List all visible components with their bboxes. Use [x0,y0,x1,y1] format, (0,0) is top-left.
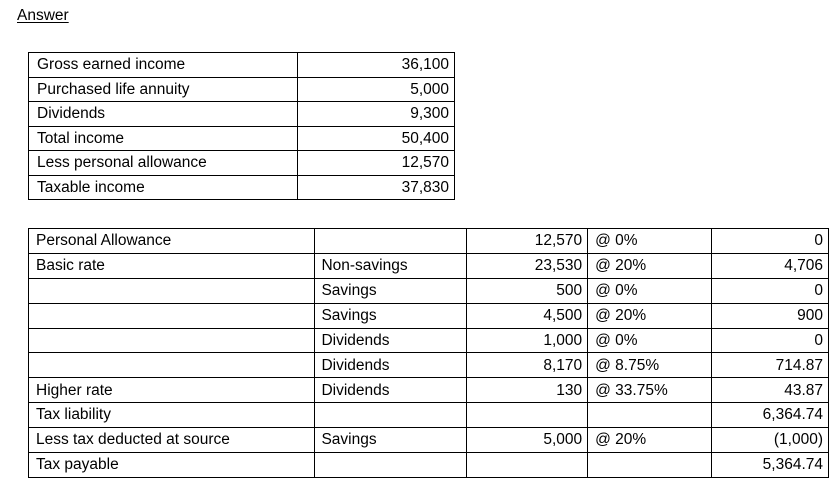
tax-row-amount: 23,530 [465,252,589,279]
tax-row-band: Personal Allowance [27,228,316,254]
tax-row-band: Tax payable [27,452,316,478]
tax-computation-table: Personal Allowance 12,570 @ 0% 0 Basic r… [27,228,829,478]
income-row-value: 36,100 [297,52,455,78]
tax-row-band: Less tax deducted at source [27,427,316,454]
tax-row: Less tax deducted at source Savings 5,00… [27,427,829,454]
income-row-label: Gross earned income [28,52,298,78]
tax-row: Tax liability 6,364.74 [27,402,829,429]
tax-row-band: Higher rate [27,377,316,404]
tax-row-category: Dividends [314,377,467,404]
tax-row-rate: @ 0% [587,327,713,354]
tax-row-tax: 714.87 [711,352,829,379]
tax-row-amount: 4,500 [465,302,589,329]
income-row-value: 50,400 [297,125,455,151]
tax-row-category: Non-savings [314,252,467,279]
tax-row-rate: @ 8.75% [587,352,713,379]
tax-row-band: Basic rate [27,252,316,279]
tax-row: Dividends 8,170 @ 8.75% 714.87 [27,352,829,379]
tax-row-amount: 8,170 [465,352,589,379]
tax-row-category [314,402,467,429]
page-title: Answer [17,7,69,24]
tax-row-band [27,277,316,304]
tax-row-category: Savings [314,302,467,329]
tax-row-tax: 900 [711,302,829,329]
tax-row-amount [465,452,589,478]
income-row-value: 9,300 [297,101,455,127]
tax-row-rate: @ 20% [587,302,713,329]
tax-row-tax: 0 [711,228,829,254]
tax-row-category: Dividends [314,352,467,379]
tax-row: Personal Allowance 12,570 @ 0% 0 [27,228,829,254]
income-row: Purchased life annuity 5,000 [28,76,455,102]
tax-row-rate: @ 33.75% [587,377,713,404]
income-row-label: Taxable income [28,174,298,200]
tax-row-amount: 500 [465,277,589,304]
tax-row-rate: @ 20% [587,427,713,454]
tax-row: Savings 500 @ 0% 0 [27,277,829,304]
tax-row-amount: 5,000 [465,427,589,454]
tax-row-tax: 0 [711,327,829,354]
tax-row-tax: (1,000) [711,427,829,454]
tax-row-band: Tax liability [27,402,316,429]
income-summary-table: Gross earned income 36,100 Purchased lif… [28,52,455,200]
income-row: Taxable income 37,830 [28,174,455,200]
income-row-label: Total income [28,125,298,151]
tax-row-band [27,352,316,379]
tax-row-tax: 5,364.74 [711,452,829,478]
tax-row-rate [587,402,713,429]
tax-row-rate: @ 20% [587,252,713,279]
tax-row-tax: 43.87 [711,377,829,404]
tax-row-category: Savings [314,277,467,304]
tax-row-band [27,327,316,354]
income-row-value: 5,000 [297,76,455,102]
income-row: Dividends 9,300 [28,101,455,127]
tax-row: Dividends 1,000 @ 0% 0 [27,327,829,354]
tax-row-rate [587,452,713,478]
tax-row-tax: 0 [711,277,829,304]
tax-row-category [314,452,467,478]
tax-row-amount: 12,570 [465,228,589,254]
tax-row: Tax payable 5,364.74 [27,452,829,478]
tax-row-tax: 4,706 [711,252,829,279]
income-row-value: 12,570 [297,150,455,176]
tax-row-amount: 130 [465,377,589,404]
income-row-label: Less personal allowance [28,150,298,176]
tax-row-rate: @ 0% [587,228,713,254]
tax-row-category: Dividends [314,327,467,354]
income-row: Gross earned income 36,100 [28,52,455,78]
tax-row-amount: 1,000 [465,327,589,354]
tax-row-rate: @ 0% [587,277,713,304]
income-row-label: Dividends [28,101,298,127]
tax-row-band [27,302,316,329]
tax-row: Higher rate Dividends 130 @ 33.75% 43.87 [27,377,829,404]
tax-row-category: Savings [314,427,467,454]
income-row: Total income 50,400 [28,125,455,151]
tax-row-category [314,228,467,254]
income-row-value: 37,830 [297,174,455,200]
tax-row: Basic rate Non-savings 23,530 @ 20% 4,70… [27,252,829,279]
income-row-label: Purchased life annuity [28,76,298,102]
tax-row: Savings 4,500 @ 20% 900 [27,302,829,329]
tax-row-tax: 6,364.74 [711,402,829,429]
income-row: Less personal allowance 12,570 [28,150,455,176]
tax-row-amount [465,402,589,429]
